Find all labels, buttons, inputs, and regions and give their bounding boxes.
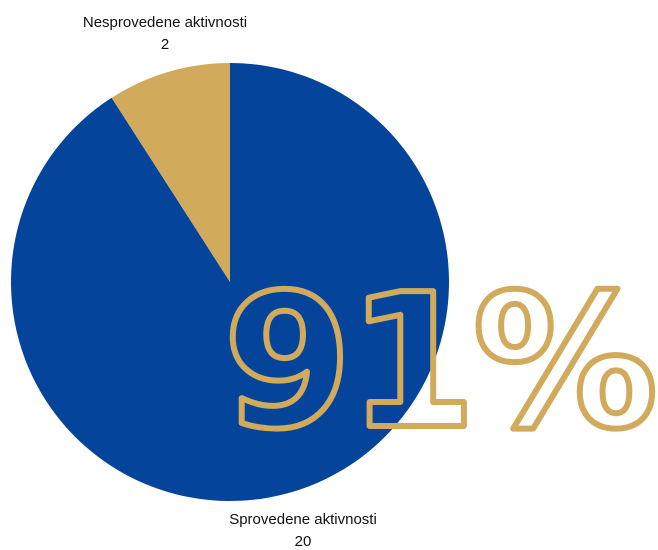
pie-slices (10, 63, 449, 502)
slice-labels: Sprovedene aktivnosti 20 Nesprovedene akti… (83, 14, 377, 550)
pie-slice (111, 63, 230, 282)
slice-label: Sprovedene aktivnosti (229, 511, 377, 528)
slice-value-label: 20 (295, 533, 312, 550)
slice-value-label: 2 (161, 36, 169, 53)
pie-slice (10, 63, 449, 502)
slice-label: Nesprovedene aktivnosti (83, 14, 247, 31)
percentage-overlay: 91% (223, 254, 654, 470)
